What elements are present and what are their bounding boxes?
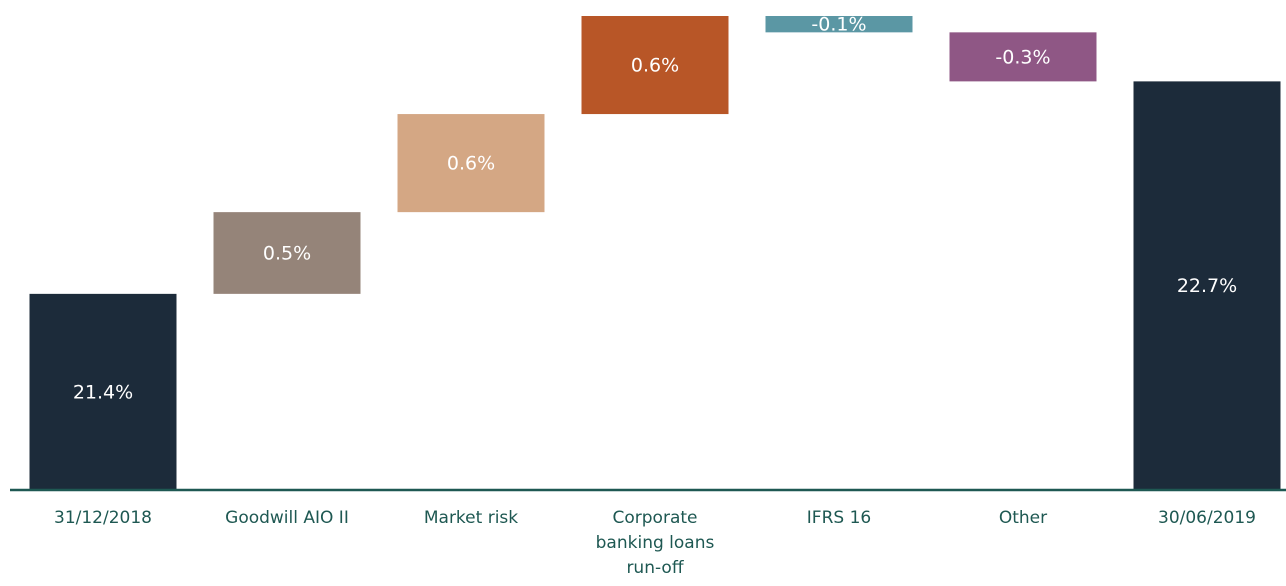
x-tick-label: IFRS 16 — [806, 508, 872, 528]
bar — [949, 32, 1097, 82]
x-tick-label: Goodwill AIO II — [225, 508, 349, 528]
bar — [1133, 81, 1281, 491]
bar — [581, 16, 729, 115]
value-label: 0.6% — [631, 55, 679, 77]
x-tick-label: 31/12/2018 — [54, 508, 152, 528]
value-label: 22.7% — [1177, 275, 1237, 297]
bar — [29, 293, 177, 490]
x-tick-label: Market risk — [423, 508, 519, 528]
value-label: 0.6% — [447, 153, 495, 175]
value-label: 21.4% — [73, 381, 133, 403]
bar — [213, 212, 361, 294]
x-tick-label: 30/06/2019 — [1158, 508, 1256, 528]
value-label: 0.5% — [263, 243, 311, 265]
bar — [397, 114, 545, 213]
x-tick-label: Other — [998, 508, 1048, 528]
value-label: -0.3% — [995, 46, 1050, 68]
bar — [765, 16, 913, 33]
value-label: -0.1% — [811, 14, 866, 36]
x-tick-label: Corporate banking loans run-off — [595, 508, 715, 578]
